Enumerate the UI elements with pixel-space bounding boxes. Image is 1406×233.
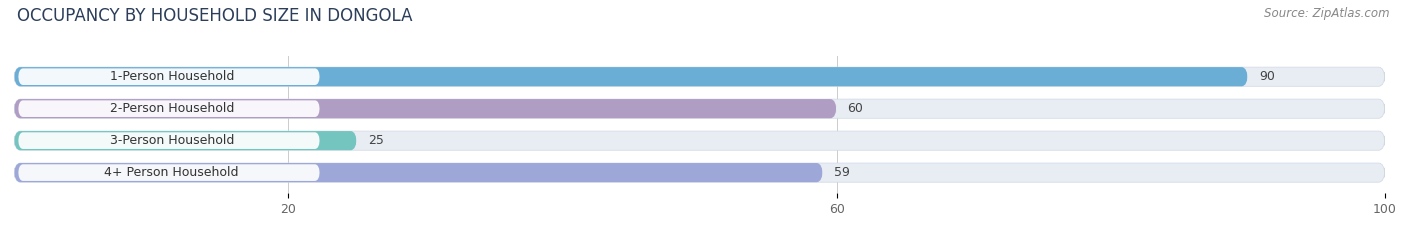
FancyBboxPatch shape: [18, 69, 319, 85]
FancyBboxPatch shape: [18, 164, 319, 181]
FancyBboxPatch shape: [14, 99, 837, 118]
FancyBboxPatch shape: [14, 131, 1385, 150]
FancyBboxPatch shape: [14, 67, 1249, 86]
Text: 25: 25: [368, 134, 384, 147]
Text: 90: 90: [1258, 70, 1275, 83]
Text: 60: 60: [848, 102, 863, 115]
FancyBboxPatch shape: [18, 100, 319, 117]
Text: Source: ZipAtlas.com: Source: ZipAtlas.com: [1264, 7, 1389, 20]
FancyBboxPatch shape: [14, 99, 1385, 118]
FancyBboxPatch shape: [14, 163, 1385, 182]
Text: 3-Person Household: 3-Person Household: [110, 134, 233, 147]
FancyBboxPatch shape: [14, 163, 823, 182]
FancyBboxPatch shape: [14, 67, 1385, 86]
Text: 59: 59: [834, 166, 849, 179]
Text: 4+ Person Household: 4+ Person Household: [104, 166, 239, 179]
Text: 2-Person Household: 2-Person Household: [110, 102, 233, 115]
FancyBboxPatch shape: [18, 132, 319, 149]
Text: 1-Person Household: 1-Person Household: [110, 70, 233, 83]
FancyBboxPatch shape: [14, 131, 357, 150]
Text: OCCUPANCY BY HOUSEHOLD SIZE IN DONGOLA: OCCUPANCY BY HOUSEHOLD SIZE IN DONGOLA: [17, 7, 412, 25]
